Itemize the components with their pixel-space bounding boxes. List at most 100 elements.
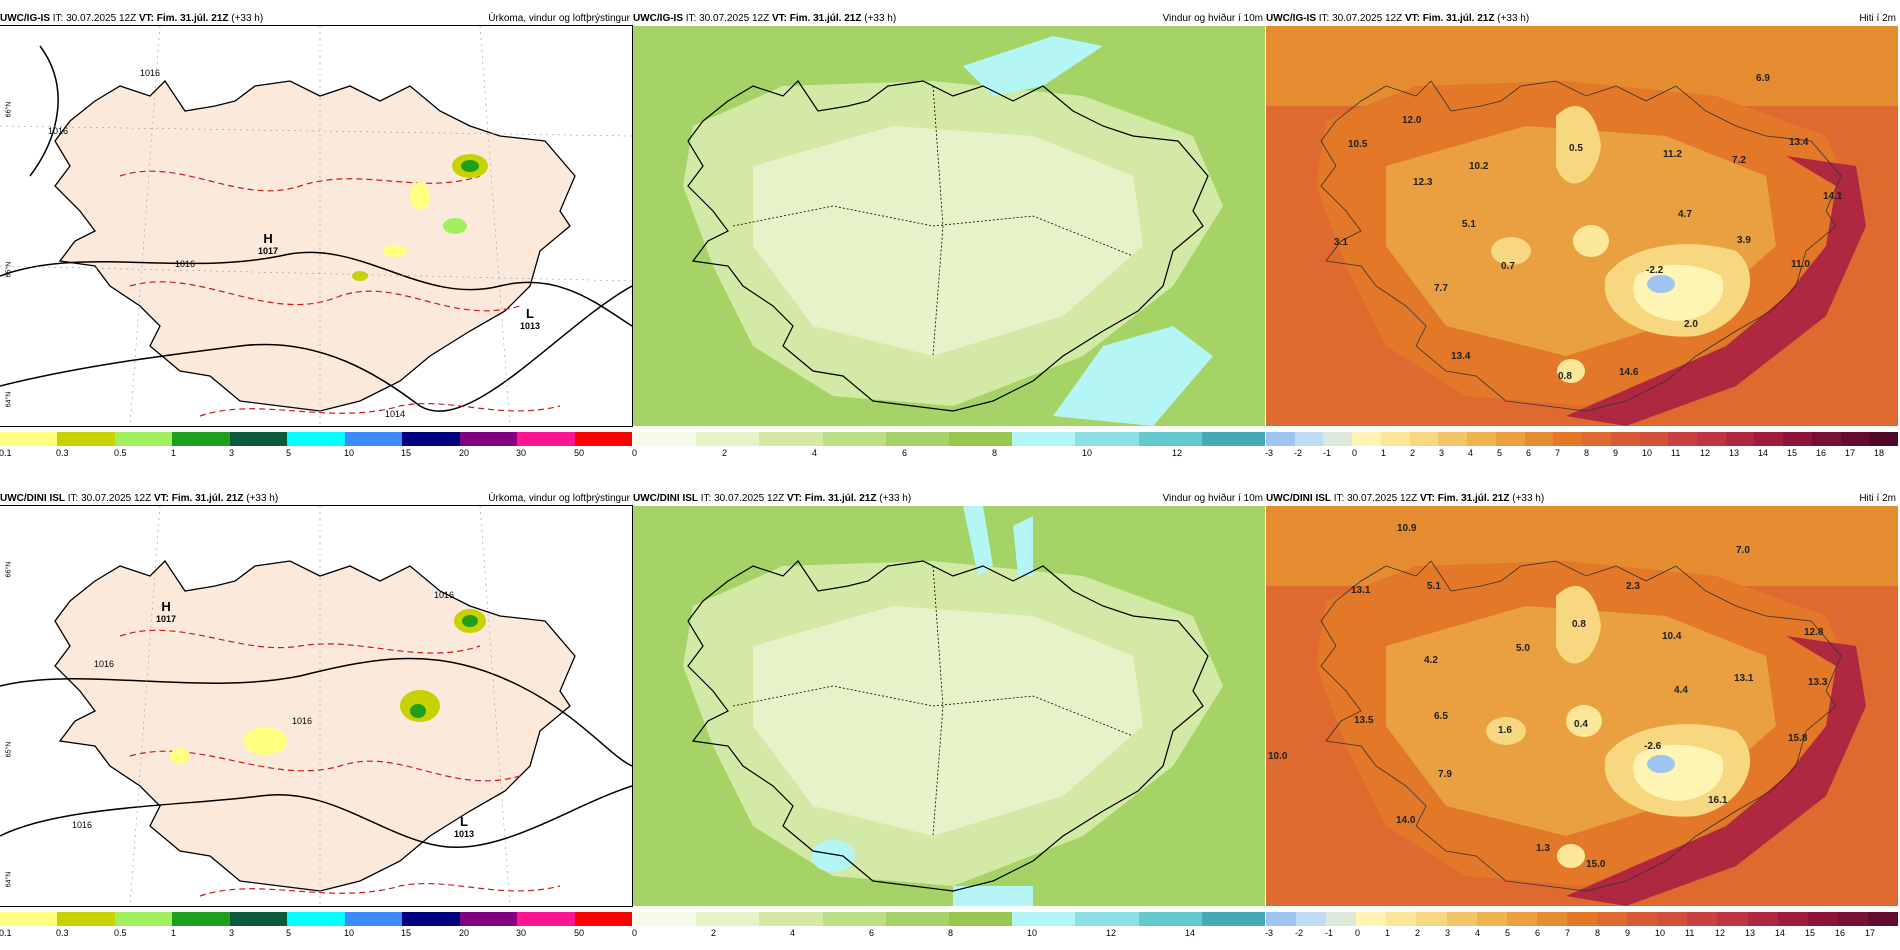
precip-cell: [462, 615, 478, 627]
colorbar-swatch: [1536, 912, 1567, 926]
tick-label: 0.1: [0, 448, 12, 458]
wind-map-svg: [633, 506, 1265, 906]
it-label: IT:: [700, 493, 712, 504]
colorbar-swatch: [633, 912, 697, 926]
panel-header: UWC/IG-IS IT: 30.07.2025 12Z VT: Fim. 31…: [0, 12, 632, 26]
region-border: [732, 685, 1134, 737]
temp-zone: [1573, 225, 1609, 257]
isobar-label: 1016: [140, 68, 161, 78]
colorbar-swatch: [1495, 432, 1525, 446]
vt-value: Fim. 31.júl. 21Z: [1437, 493, 1510, 504]
colorbar-swatch: [1409, 432, 1439, 446]
panel-title: Vindur og hviður í 10m: [1162, 13, 1263, 24]
it-label: IT:: [67, 493, 79, 504]
tick-label: -3: [1265, 928, 1274, 938]
temp-colorbar-ticks: -3 -2 -1 0 1 2 3 4 5 6 7 8 9 10 11 12 13…: [1265, 928, 1898, 940]
isobar-label: 1016: [434, 590, 455, 600]
model-name: UWC/IG-IS: [1266, 13, 1316, 24]
temp-value: 5.0: [1516, 643, 1530, 654]
vt-value: Fim. 31.júl. 21Z: [804, 493, 877, 504]
precip-map-svg: [0, 506, 632, 906]
isobar-1: [0, 657, 632, 767]
temp-value: -2.6: [1644, 741, 1662, 752]
temp-map[interactable]: 10.5 12.0 12.3 10.2 0.5 11.2 7.2 6.9 13.…: [1266, 26, 1898, 426]
temp-colorbar: [1266, 912, 1898, 926]
colorbar-swatch: [1138, 912, 1202, 926]
temp-value: 6.9: [1756, 73, 1770, 84]
low-pressure-label: L 1013: [520, 306, 541, 331]
tick-label: 12: [1172, 448, 1183, 458]
colorbar-swatch: [1783, 432, 1812, 446]
it-value: 30.07.2025 12Z: [81, 493, 152, 504]
colorbar-swatch: [114, 432, 173, 446]
temp-zone: [1557, 844, 1585, 868]
colorbar-swatch: [1697, 432, 1726, 446]
vt-value: Fim. 31.júl. 21Z: [1422, 13, 1495, 24]
colorbar-swatch: [172, 432, 230, 446]
tick-label: 5: [286, 928, 292, 938]
lat-label: 64°N: [5, 871, 13, 888]
temp-zone: [1556, 106, 1601, 184]
colorbar-swatch: [1869, 432, 1899, 446]
tick-label: 9: [1625, 928, 1631, 938]
tick-label: 5: [1505, 928, 1511, 938]
colorbar-swatch: [574, 432, 632, 446]
temp-map[interactable]: 10.9 13.1 5.1 2.3 7.0 0.8 10.4 12.8 4.2 …: [1266, 506, 1898, 906]
wind-zone: [963, 36, 1103, 96]
tick-label: 10: [1027, 928, 1038, 938]
temp-value: 0.5: [1569, 143, 1583, 154]
colorbar-swatch: [696, 432, 760, 446]
panel-title: Hiti í 2m: [1859, 493, 1896, 504]
colorbar-swatch: [1201, 432, 1266, 446]
tick-label: -3: [1265, 448, 1274, 458]
colorbar-swatch: [1610, 432, 1640, 446]
temp-value: 7.2: [1732, 155, 1746, 166]
tick-label: 0: [632, 448, 638, 458]
vt-label: VT:: [786, 493, 802, 504]
tick-label: 15: [401, 448, 412, 458]
lead-time: (+33 h): [1497, 13, 1530, 24]
tick-label: 1: [171, 448, 177, 458]
temp-value: 13.5: [1354, 715, 1374, 726]
temp-value: 3.9: [1737, 235, 1751, 246]
temp-value: 5.1: [1462, 219, 1476, 230]
temp-zone: [1566, 636, 1866, 906]
temp-value: 12.3: [1413, 177, 1433, 188]
colorbar-swatch: [1566, 912, 1598, 926]
colorbar-swatch: [1294, 432, 1324, 446]
wind-map[interactable]: [633, 506, 1265, 906]
temp-colorbar: [1266, 432, 1899, 446]
colorbar-swatch: [344, 432, 403, 446]
isotherm-2: [129, 281, 521, 312]
tick-label: 15: [1805, 928, 1816, 938]
precip-map[interactable]: H 1017 L 1013 1016 1016 1016 1016 66°N 6…: [0, 505, 633, 907]
tick-label: 3: [1445, 928, 1451, 938]
colorbar-swatch: [949, 912, 1013, 926]
isobar-2: [0, 785, 632, 848]
tick-label: 30: [516, 448, 527, 458]
tick-label: 4: [1475, 928, 1481, 938]
colorbar-swatch: [1201, 912, 1266, 926]
precip-map[interactable]: H 1017 L 1013 1016 1016 1016 1014 66°N 6…: [0, 25, 633, 427]
colorbar-swatch: [1075, 912, 1139, 926]
wind-map[interactable]: [633, 26, 1265, 426]
it-value: 30.07.2025 12Z: [699, 13, 770, 24]
colorbar-swatch: [402, 912, 460, 926]
tick-label: 0: [1355, 928, 1361, 938]
tick-label: 0.5: [114, 928, 127, 938]
isobar-label: 1016: [48, 126, 69, 136]
model-name: UWC/DINI ISL: [1266, 493, 1331, 504]
iceland-outline: [687, 560, 1209, 892]
temp-value: 12.8: [1804, 627, 1824, 638]
meridian: [129, 26, 161, 426]
isotherm-3: [199, 882, 561, 897]
lead-time: (+33 h): [864, 13, 897, 24]
meridian: [479, 26, 511, 426]
tick-label: 12: [1715, 928, 1726, 938]
tick-label: 14: [1185, 928, 1196, 938]
colorbar-swatch: [574, 912, 632, 926]
temp-value: 12.0: [1402, 115, 1422, 126]
precip-colorbar: [0, 432, 632, 446]
precip-colorbar-ticks: 0.1 0.3 0.5 1 3 5 10 15 20 30 50: [0, 448, 632, 460]
precip-cell: [443, 218, 467, 234]
